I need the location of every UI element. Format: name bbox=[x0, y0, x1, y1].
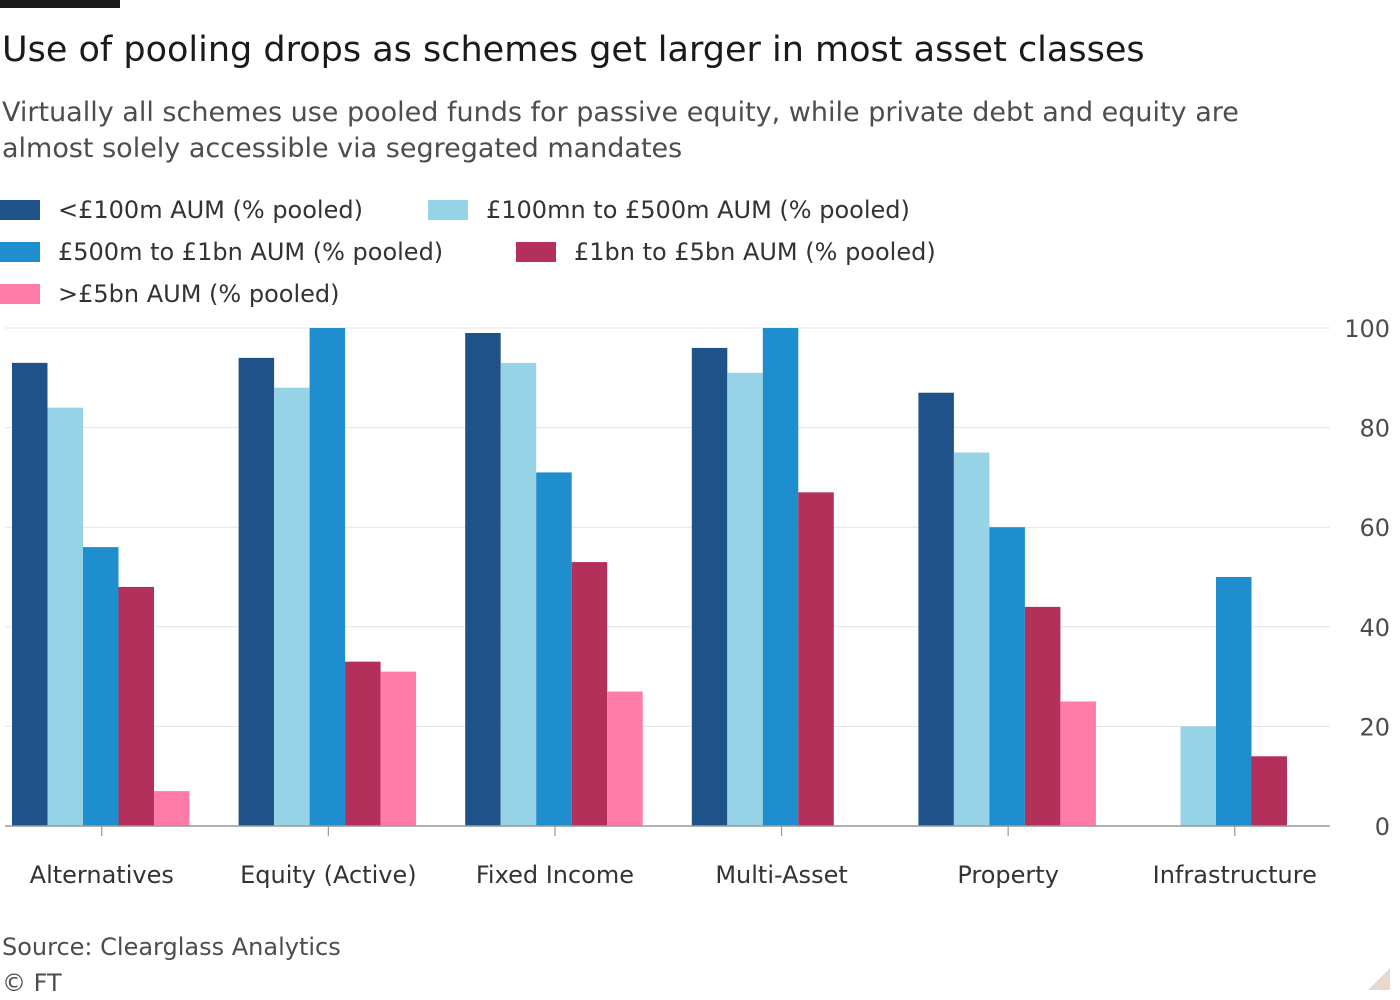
bar bbox=[500, 362, 537, 826]
legend-label: £1bn to £5bn AUM (% pooled) bbox=[574, 238, 936, 266]
y-tick-label: 20 bbox=[1359, 713, 1390, 741]
bar bbox=[118, 586, 154, 826]
y-tick-label: 100 bbox=[1344, 315, 1390, 343]
bar bbox=[309, 328, 346, 826]
legend-swatch bbox=[0, 284, 40, 304]
y-tick-label: 80 bbox=[1359, 415, 1390, 443]
corner-mark bbox=[1368, 968, 1390, 990]
bar bbox=[989, 527, 1025, 826]
source-note: Source: Clearglass Analytics bbox=[2, 933, 341, 961]
bar bbox=[798, 492, 834, 826]
bar bbox=[691, 347, 728, 826]
bar bbox=[1216, 577, 1252, 826]
legend-swatch bbox=[516, 242, 556, 262]
x-tick-label: Alternatives bbox=[30, 861, 174, 889]
bar bbox=[1180, 726, 1216, 826]
legend-item-500m-1bn: £500m to £1bn AUM (% pooled) bbox=[0, 238, 443, 266]
bar bbox=[762, 328, 799, 826]
legend-swatch bbox=[0, 200, 40, 220]
bar bbox=[536, 472, 572, 826]
legend-swatch bbox=[0, 242, 40, 262]
bar bbox=[1024, 606, 1061, 826]
bar bbox=[1251, 756, 1287, 826]
bar bbox=[238, 357, 275, 826]
x-tick-label: Fixed Income bbox=[476, 861, 634, 889]
x-tick-label: Multi-Asset bbox=[715, 861, 847, 889]
bar bbox=[47, 407, 83, 826]
legend-item-gt5bn: >£5bn AUM (% pooled) bbox=[0, 280, 339, 308]
legend-item-100m-500m: £100mn to £500m AUM (% pooled) bbox=[428, 196, 910, 224]
bar bbox=[607, 691, 643, 826]
legend-label: <£100m AUM (% pooled) bbox=[58, 196, 363, 224]
header-rule bbox=[0, 0, 120, 8]
y-tick-label: 60 bbox=[1359, 514, 1390, 542]
legend-item-lt100m: <£100m AUM (% pooled) bbox=[0, 196, 363, 224]
bar bbox=[571, 562, 608, 826]
x-tick-label: Infrastructure bbox=[1153, 861, 1317, 889]
bar bbox=[727, 372, 763, 826]
legend-label: £100mn to £500m AUM (% pooled) bbox=[486, 196, 910, 224]
x-tick-label: Equity (Active) bbox=[240, 861, 416, 889]
y-tick-label: 0 bbox=[1375, 813, 1390, 841]
legend-label: >£5bn AUM (% pooled) bbox=[58, 280, 340, 308]
bar bbox=[918, 392, 954, 826]
legend: <£100m AUM (% pooled) £100mn to £500m AU… bbox=[0, 196, 1000, 322]
x-tick-label: Property bbox=[957, 861, 1059, 889]
legend-swatch bbox=[428, 200, 468, 220]
bar bbox=[465, 332, 501, 826]
bar bbox=[154, 791, 190, 826]
bar bbox=[345, 661, 381, 826]
bar bbox=[274, 387, 310, 826]
y-tick-label: 40 bbox=[1359, 614, 1390, 642]
bar bbox=[380, 671, 417, 826]
bar bbox=[1060, 701, 1096, 826]
bar bbox=[12, 362, 48, 826]
bar-chart: 0 20 40 60 80 100 Alternatives Equity (Active) F… bbox=[5, 315, 1390, 889]
chart-title: Use of pooling drops as schemes get larg… bbox=[2, 30, 1145, 70]
legend-label: £500m to £1bn AUM (% pooled) bbox=[58, 238, 444, 266]
chart-subtitle: Virtually all schemes use pooled funds f… bbox=[2, 97, 1239, 164]
bar bbox=[83, 547, 119, 826]
copyright-note: © FT bbox=[2, 969, 62, 997]
bar bbox=[953, 452, 990, 826]
legend-item-1bn-5bn: £1bn to £5bn AUM (% pooled) bbox=[516, 238, 936, 266]
